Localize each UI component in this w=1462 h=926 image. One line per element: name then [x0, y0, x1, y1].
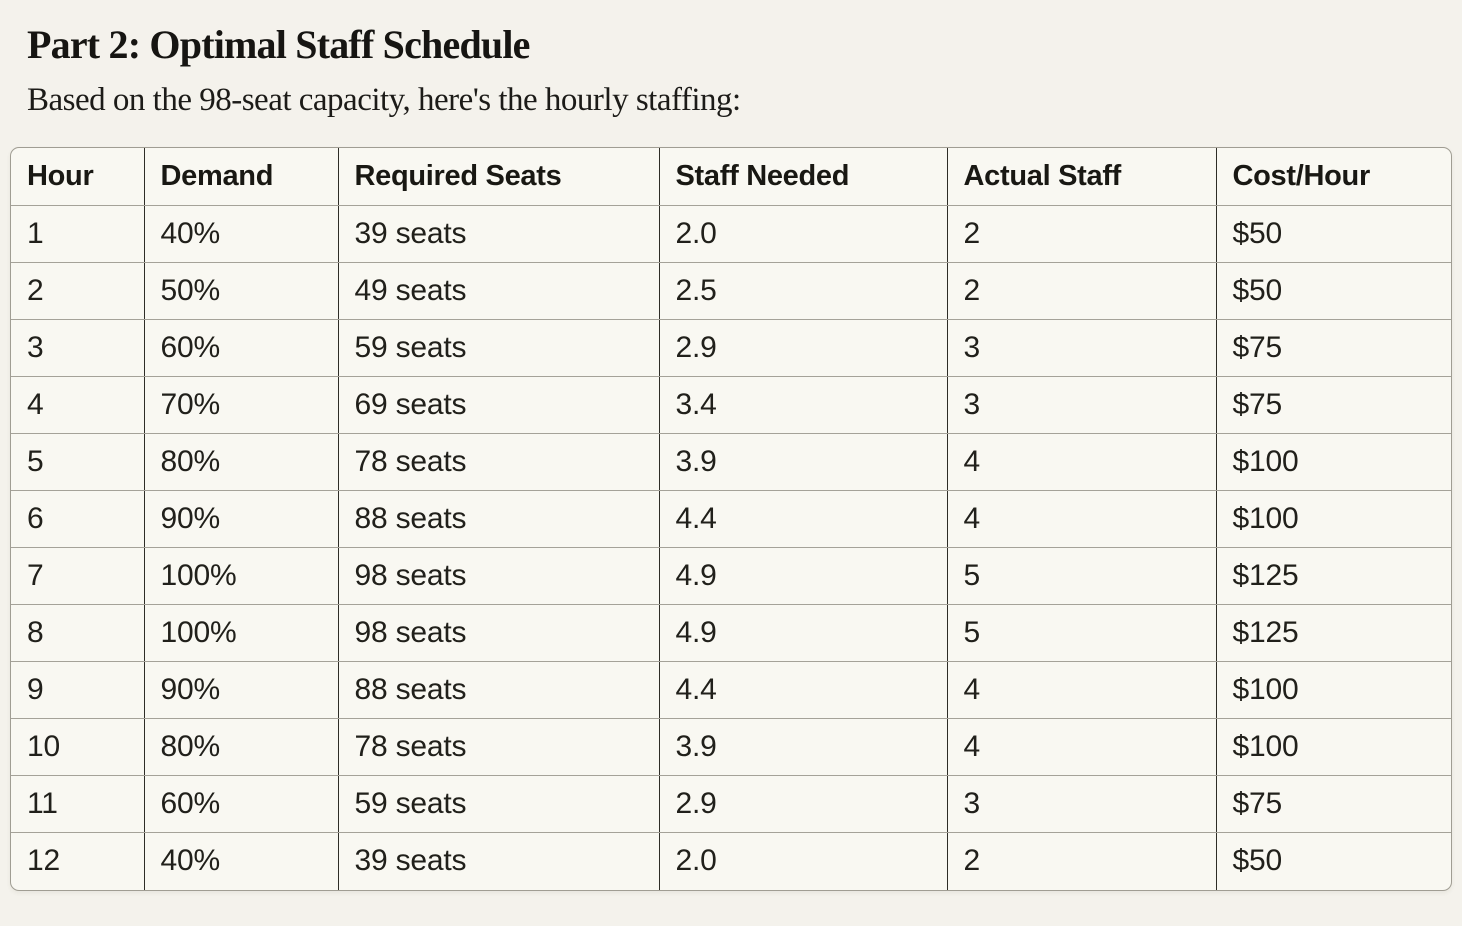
table-row: 11 60% 59 seats 2.9 3 $75: [11, 775, 1451, 834]
table-cell: 98 seats: [338, 547, 660, 606]
table-cell: 40%: [144, 832, 339, 890]
table-cell: 3.9: [659, 718, 948, 777]
table-cell: $75: [1216, 775, 1451, 834]
table-cell: 4: [947, 490, 1217, 549]
table-cell: 2: [947, 262, 1217, 321]
column-header: Demand: [144, 147, 339, 207]
table-cell: 5: [11, 433, 145, 492]
table-cell: 88 seats: [338, 490, 660, 549]
column-header: Required Seats: [338, 147, 660, 207]
page-title: Part 2: Optimal Staff Schedule: [27, 22, 530, 67]
table-cell: $100: [1216, 490, 1451, 549]
table-cell: 88 seats: [338, 661, 660, 720]
table-cell: 2.9: [659, 775, 948, 834]
table-cell: 78 seats: [338, 718, 660, 777]
table-cell: 2.0: [659, 205, 948, 264]
table-cell: 39 seats: [338, 205, 660, 264]
column-header: Actual Staff: [947, 147, 1217, 207]
table-cell: $125: [1216, 604, 1451, 663]
table-cell: $50: [1232, 844, 1283, 878]
table-cell: 4: [947, 661, 1217, 720]
table-cell: 90%: [144, 661, 339, 720]
table-cell: 2: [11, 262, 145, 321]
page-subtitle: Based on the 98-seat capacity, here's th…: [27, 82, 741, 118]
table-cell: 80%: [144, 433, 339, 492]
table-cell: 100%: [144, 547, 339, 606]
table-cell: $100: [1216, 433, 1451, 492]
table-cell: 1: [11, 205, 145, 264]
table-cell: 8: [11, 604, 145, 663]
table-cell: 90%: [144, 490, 339, 549]
table-row: 3 60% 59 seats 2.9 3 $75: [11, 319, 1451, 378]
table-cell: 4: [947, 718, 1217, 777]
table-row: 2 50% 49 seats 2.5 2 $50: [11, 262, 1451, 321]
table-cell: 69 seats: [338, 376, 660, 435]
table-row: 7 100% 98 seats 4.9 5 $125: [11, 547, 1451, 606]
table-cell: 9: [11, 661, 145, 720]
table-header-row: Hour Demand Required Seats Staff Needed Actu…: [11, 147, 1451, 207]
table-cell: $50: [1216, 262, 1451, 321]
table-cell: 49 seats: [338, 262, 660, 321]
table-cell: 4.9: [659, 604, 948, 663]
table-cell: 3.4: [659, 376, 948, 435]
table-body: 1 40% 39 seats 2.0 2 $50 2 50% 49 seats 2.5 2 $50 3 6…: [11, 205, 1451, 890]
table-cell: $100: [1216, 661, 1451, 720]
table-cell: 80%: [144, 718, 339, 777]
table-cell: 3: [947, 319, 1217, 378]
table-row: 4 70% 69 seats 3.4 3 $75: [11, 376, 1451, 435]
table-cell: 3.9: [659, 433, 948, 492]
table-row: 6 90% 88 seats 4.4 4 $100: [11, 490, 1451, 549]
staff-schedule-table: Hour Demand Required Seats Staff Needed Actu…: [10, 146, 1452, 891]
table-cell: 59 seats: [338, 319, 660, 378]
table-cell: 59 seats: [338, 775, 660, 834]
table-cell: 98 seats: [338, 604, 660, 663]
column-header: Staff Needed: [659, 147, 948, 207]
column-header: Hour: [11, 147, 145, 207]
table-cell: $75: [1216, 319, 1451, 378]
table-row: 8 100% 98 seats 4.9 5 $125: [11, 604, 1451, 663]
table-row: 5 80% 78 seats 3.9 4 $100: [11, 433, 1451, 492]
table-cell: 12: [11, 832, 145, 890]
table-cell: 5: [947, 604, 1217, 663]
table-cell: 11: [11, 775, 145, 834]
table-cell: 4.4: [659, 661, 948, 720]
table-cell: 4.4: [659, 490, 948, 549]
table-cell: 100%: [144, 604, 339, 663]
table-cell: 2.9: [659, 319, 948, 378]
table-row: 9 90% 88 seats 4.4 4 $100: [11, 661, 1451, 720]
table-cell: 10: [11, 718, 145, 777]
table-cell: 60%: [144, 775, 339, 834]
table-cell: 6: [11, 490, 145, 549]
table-row: 12 40% 39 seats 2.0 2 $50: [11, 832, 1451, 890]
staff-schedule-table-grid: Hour Demand Required Seats Staff Needed Actu…: [11, 147, 1451, 890]
table-cell: 2.0: [659, 832, 948, 890]
table-cell: 2.5: [659, 262, 948, 321]
table-cell: 2: [947, 205, 1217, 264]
table-cell: 3: [947, 376, 1217, 435]
table-cell: 60%: [144, 319, 339, 378]
table-cell: $125: [1216, 547, 1451, 606]
table-cell: 4: [947, 433, 1217, 492]
table-cell: 3: [947, 775, 1217, 834]
table-cell: 2: [947, 832, 1217, 890]
table-row: 10 80% 78 seats 3.9 4 $100: [11, 718, 1451, 777]
table-cell: 7: [11, 547, 145, 606]
table-cell: 39 seats: [338, 832, 660, 890]
table-cell: 5: [947, 547, 1217, 606]
table-cell: 40%: [144, 205, 339, 264]
content-area: Part 2: Optimal Staff Schedule Based on …: [0, 22, 1462, 926]
table-cell: $100: [1216, 718, 1451, 777]
table-cell: $50: [1216, 205, 1451, 264]
table-cell: 3: [11, 319, 145, 378]
table-cell: 78 seats: [338, 433, 660, 492]
table-cell: 50%: [144, 262, 339, 321]
table-cell: 4: [11, 376, 145, 435]
table-row: 1 40% 39 seats 2.0 2 $50: [11, 205, 1451, 264]
table-cell: 70%: [144, 376, 339, 435]
table-cell: $75: [1216, 376, 1451, 435]
table-cell: 4.9: [659, 547, 948, 606]
column-header: Cost/Hour: [1216, 147, 1451, 207]
